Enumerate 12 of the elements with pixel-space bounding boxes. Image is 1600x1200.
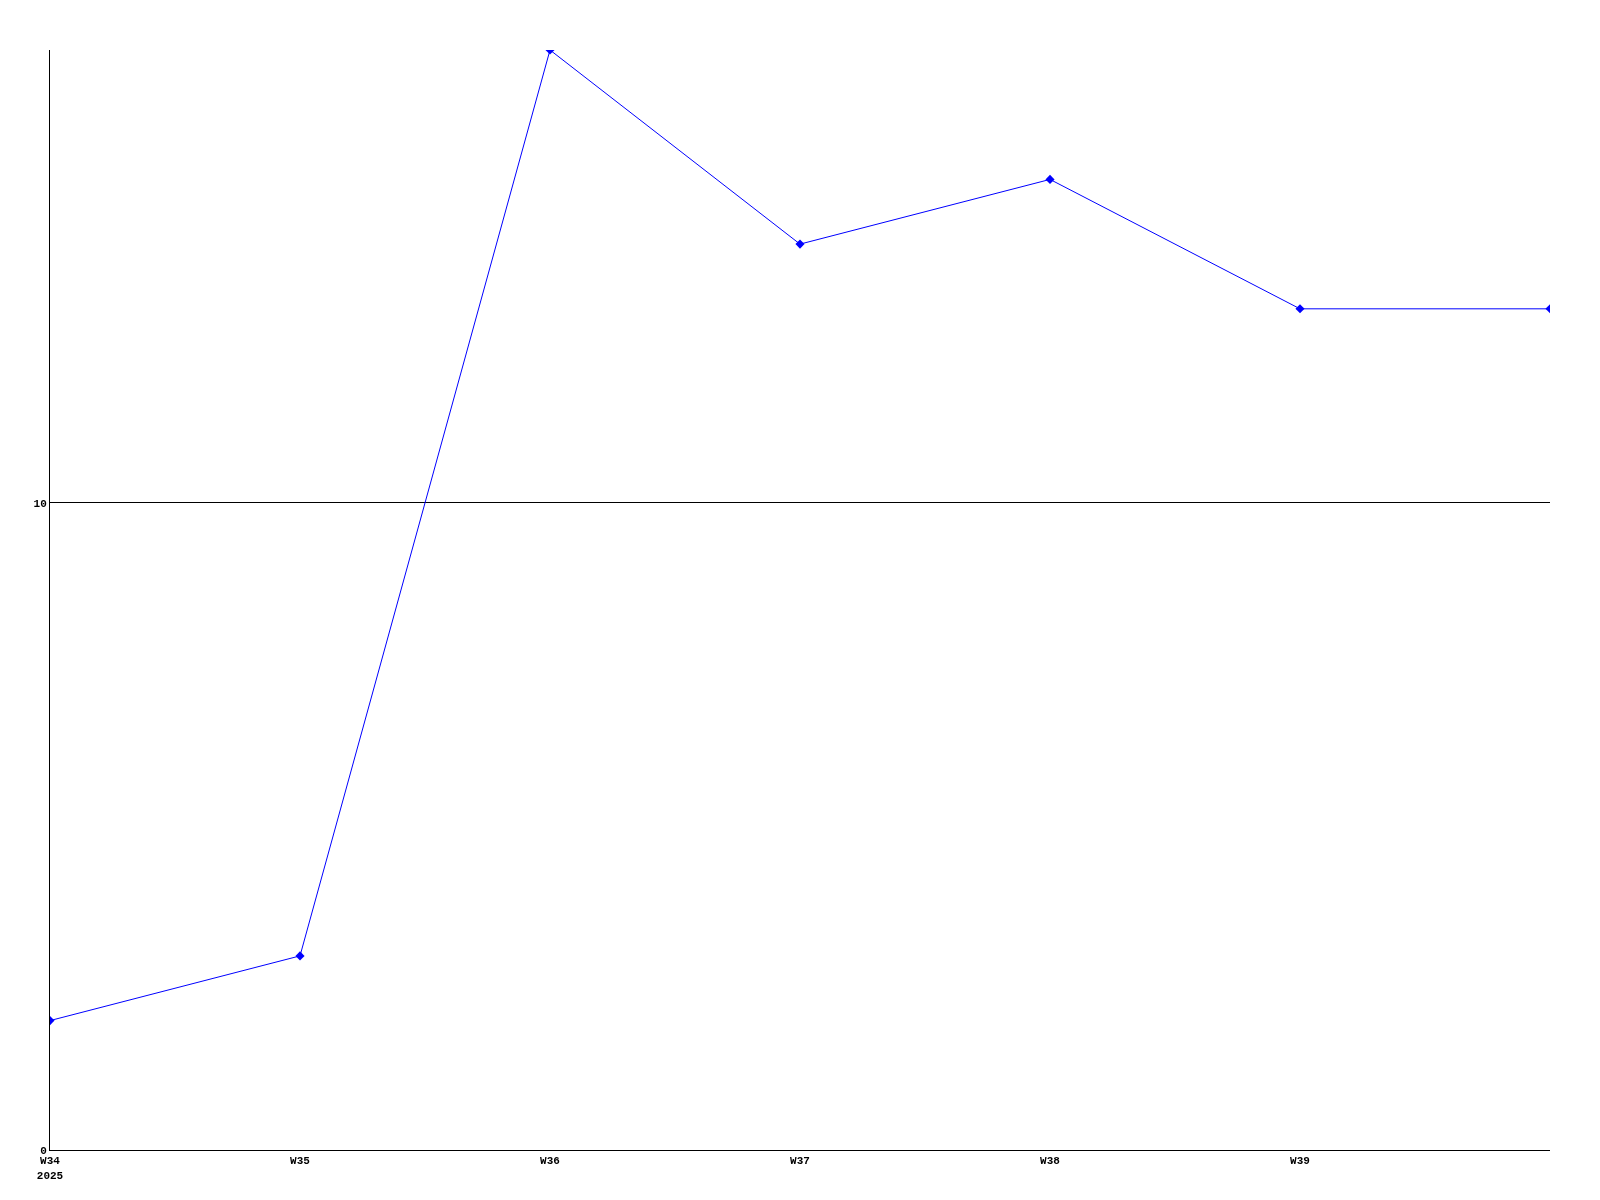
x-tick-label: W35 [290, 1155, 311, 1168]
x-tick-label: W34 2025 [36, 1155, 64, 1182]
point [1045, 174, 1055, 184]
point [795, 239, 805, 249]
y-tick-label: 10 [33, 497, 47, 510]
x-tick-label: W38 [1040, 1155, 1061, 1168]
x-tick-label: W36 [540, 1155, 560, 1168]
x-tick-label: W37 [790, 1155, 810, 1168]
y-tick-label: 0 [40, 1144, 47, 1157]
point [295, 951, 305, 961]
point [1295, 304, 1305, 314]
x-tick-label: W39 [1290, 1155, 1310, 1168]
